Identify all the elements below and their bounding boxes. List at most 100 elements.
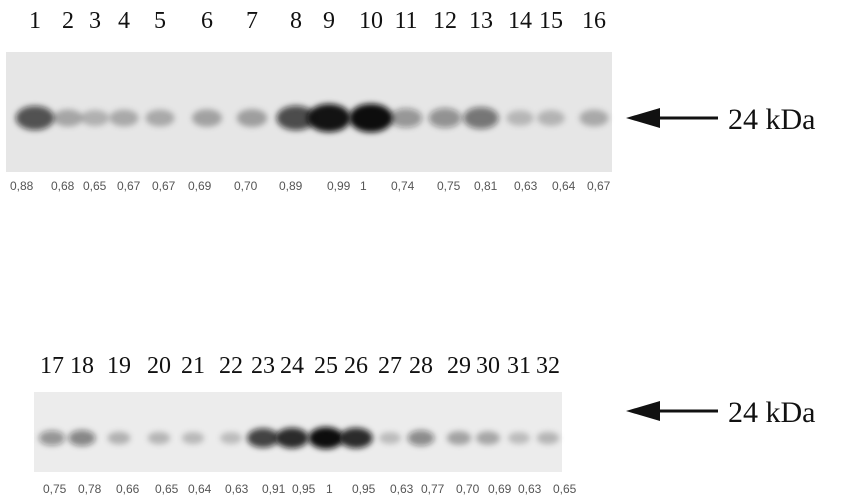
lane-label: 24 xyxy=(280,353,304,379)
protein-band xyxy=(463,107,499,129)
protein-band xyxy=(536,431,560,445)
protein-band xyxy=(80,109,110,127)
intensity-value: 0,70 xyxy=(234,179,258,193)
lane-label: 8 xyxy=(290,8,302,34)
intensity-value: 0,67 xyxy=(152,179,176,193)
arrow-head-icon xyxy=(626,401,660,421)
marker-label-1: 24 kDa xyxy=(728,103,815,136)
protein-band xyxy=(379,432,401,444)
protein-band xyxy=(508,432,530,444)
lane-label: 18 xyxy=(70,353,94,379)
intensity-value: 0,75 xyxy=(43,482,67,496)
lane-label: 11 xyxy=(394,8,417,34)
lane-label: 10 xyxy=(359,8,383,34)
lane-label: 1 xyxy=(29,8,41,34)
blot-panel-1: 1 2 3 4 5 6 7 8 9 10 11 12 13 14 15 16 0,88 0,68 0,65 0,67… xyxy=(6,8,815,193)
molecular-weight-marker-2: 24 kDa xyxy=(626,396,815,429)
lane-label: 5 xyxy=(154,8,166,34)
protein-band xyxy=(107,431,131,445)
protein-band xyxy=(579,109,609,127)
intensity-value: 0,69 xyxy=(488,482,512,496)
lane-label: 12 xyxy=(433,8,457,34)
protein-band xyxy=(349,103,393,133)
protein-band xyxy=(109,109,139,127)
intensity-value: 0,63 xyxy=(390,482,414,496)
intensity-value: 0,74 xyxy=(391,179,415,193)
lane-label: 9 xyxy=(323,8,335,34)
intensity-value: 0,95 xyxy=(352,482,376,496)
intensity-value: 0,81 xyxy=(474,179,498,193)
lane-label: 3 xyxy=(89,8,101,34)
lane-label: 21 xyxy=(181,353,205,379)
intensity-value: 0,95 xyxy=(292,482,316,496)
intensity-value: 0,70 xyxy=(456,482,480,496)
protein-band xyxy=(236,109,268,127)
intensity-value: 0,64 xyxy=(552,179,576,193)
lane-label: 20 xyxy=(147,353,171,379)
protein-band xyxy=(15,105,55,131)
lane-label: 23 xyxy=(251,353,275,379)
intensity-value: 0,78 xyxy=(78,482,102,496)
intensity-value: 0,77 xyxy=(421,482,445,496)
lane-label: 19 xyxy=(107,353,131,379)
lane-label: 14 xyxy=(508,8,532,34)
intensity-value: 0,89 xyxy=(279,179,303,193)
protein-band xyxy=(275,427,309,449)
protein-band xyxy=(506,110,534,126)
intensity-value: 0,67 xyxy=(587,179,611,193)
intensity-value: 0,66 xyxy=(116,482,140,496)
lane-label: 32 xyxy=(536,353,560,379)
lane-label: 17 xyxy=(40,353,64,379)
intensity-value: 0,68 xyxy=(51,179,75,193)
lane-label: 31 xyxy=(507,353,531,379)
protein-band xyxy=(339,427,373,449)
lane-label: 13 xyxy=(469,8,493,34)
lane-label: 25 xyxy=(314,353,338,379)
protein-band xyxy=(428,108,462,128)
protein-band xyxy=(446,431,472,445)
lane-label: 16 xyxy=(582,8,606,34)
intensity-value: 0,64 xyxy=(188,482,212,496)
lane-label: 22 xyxy=(219,353,243,379)
values-1: 0,88 0,68 0,65 0,67 0,67 0,69 0,70 0,89 0,99 1 0,7… xyxy=(10,179,611,193)
intensity-value: 0,65 xyxy=(83,179,107,193)
intensity-value: 0,99 xyxy=(327,179,351,193)
lane-label: 26 xyxy=(344,353,368,379)
intensity-value: 0,63 xyxy=(225,482,249,496)
protein-band xyxy=(475,431,501,445)
blot-panel-2: 17 18 19 20 21 22 23 24 25 26 27 28 29 30 31 32 0,75 0,7… xyxy=(34,353,815,496)
protein-band xyxy=(389,108,423,128)
intensity-value: 0,75 xyxy=(437,179,461,193)
lane-label: 29 xyxy=(447,353,471,379)
lane-label: 4 xyxy=(118,8,130,34)
protein-band xyxy=(68,430,96,446)
lane-label: 15 xyxy=(539,8,563,34)
intensity-value: 0,88 xyxy=(10,179,34,193)
intensity-value: 1 xyxy=(326,482,333,496)
values-2: 0,75 0,78 0,66 0,65 0,64 0,63 0,91 0,95 1 0,95 0,6… xyxy=(43,482,577,496)
lane-label: 27 xyxy=(378,353,402,379)
intensity-value: 0,65 xyxy=(553,482,577,496)
protein-band xyxy=(220,432,242,444)
protein-band xyxy=(308,427,344,449)
lane-label: 30 xyxy=(476,353,500,379)
protein-band xyxy=(407,430,435,446)
marker-label-2: 24 kDa xyxy=(728,396,815,429)
molecular-weight-marker-1: 24 kDa xyxy=(626,103,815,136)
intensity-value: 1 xyxy=(360,179,367,193)
protein-band xyxy=(307,103,351,133)
lane-label: 7 xyxy=(246,8,258,34)
lane-labels-2: 17 18 19 20 21 22 23 24 25 26 27 28 29 30 31 32 xyxy=(40,353,560,379)
protein-band xyxy=(53,109,83,127)
intensity-value: 0,91 xyxy=(262,482,286,496)
lane-label: 2 xyxy=(62,8,74,34)
intensity-value: 0,65 xyxy=(155,482,179,496)
protein-band xyxy=(537,110,565,126)
lane-label: 28 xyxy=(409,353,433,379)
protein-band xyxy=(276,105,316,131)
intensity-value: 0,63 xyxy=(518,482,542,496)
protein-band xyxy=(247,428,279,448)
protein-band xyxy=(191,109,223,127)
intensity-value: 0,67 xyxy=(117,179,141,193)
